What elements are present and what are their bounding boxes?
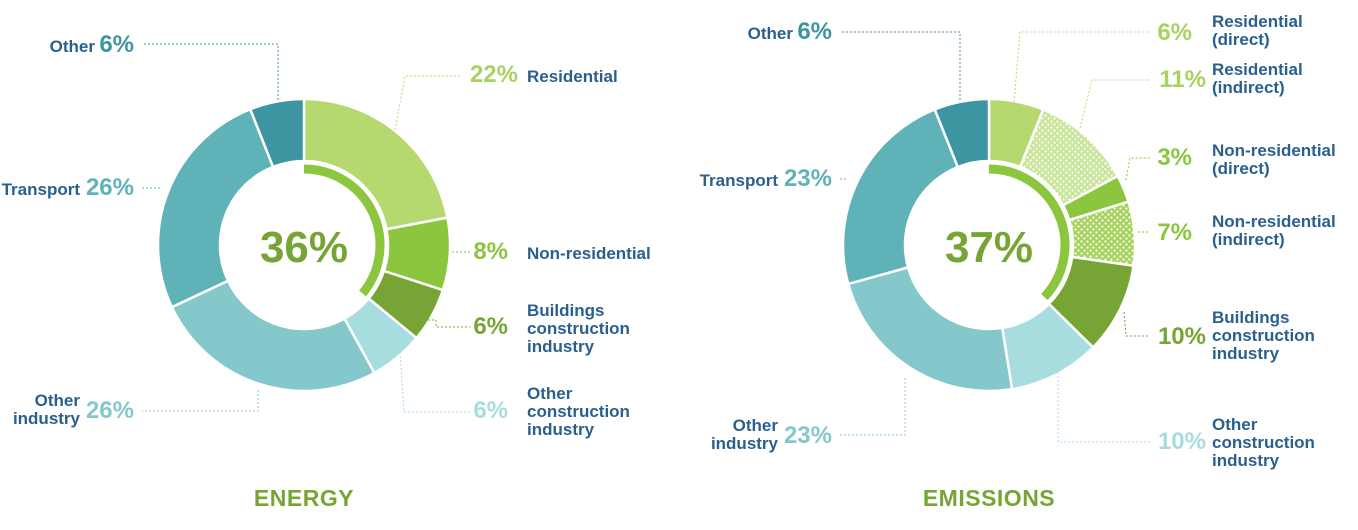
emissions-slices [841, 97, 1137, 393]
emissions-label-non-residential-direct: Non-residential (direct) [1212, 141, 1336, 178]
emissions-label-other: Other [748, 24, 794, 43]
emissions-leader-residential-direct [1013, 31, 1150, 103]
energy-pct-other-construction: 6% [473, 397, 508, 424]
energy-slice-other-industry [170, 279, 377, 393]
emissions-label-other-industry: Other industry [711, 416, 779, 453]
emissions-slice-transport [841, 107, 960, 286]
emissions-labels: 6% Residential (direct)11% Residential (indi… [700, 12, 1336, 470]
emissions-title: EMISSIONS [923, 485, 1055, 511]
emissions-label-other-construction: Other construction industry [1212, 415, 1315, 470]
emissions-label-residential-indirect: Residential (indirect) [1212, 60, 1303, 97]
emissions-pct-transport: 23% [784, 165, 832, 192]
energy-leader-lines [142, 43, 472, 413]
energy-pct-buildings-construction: 6% [473, 313, 508, 340]
energy-leader-other-construction [399, 351, 470, 413]
emissions-leader-other [840, 31, 961, 100]
energy-pct-other: 6% [99, 31, 134, 58]
emissions-leader-non-residential-direct [1125, 157, 1150, 181]
energy-slice-residential [302, 97, 449, 231]
energy-label-buildings-construction: Buildings construction industry [527, 301, 630, 356]
energy-label-non-residential: Non-residential [527, 244, 651, 263]
energy-pct-transport: 26% [86, 174, 134, 201]
emissions-pct-other: 6% [797, 18, 832, 45]
emissions-slice-other [933, 97, 991, 169]
emissions-label-transport: Transport [700, 171, 779, 190]
emissions-leader-other-industry [840, 378, 906, 436]
energy-pct-other-industry: 26% [86, 397, 134, 424]
emissions-donut-chart: 6% Residential (direct)11% Residential (indi… [700, 12, 1336, 511]
energy-label-residential: Residential [527, 67, 618, 86]
emissions-label-non-residential-indirect: Non-residential (indirect) [1212, 212, 1336, 249]
energy-slices [156, 97, 452, 393]
emissions-buildings-share-arc [988, 164, 1070, 301]
energy-pct-residential: 22% [470, 61, 518, 88]
emissions-slice-other-industry [846, 265, 1014, 393]
emissions-pct-other-industry: 23% [784, 422, 832, 449]
energy-leader-residential [394, 75, 462, 131]
emissions-leader-buildings-construction [1123, 311, 1150, 337]
energy-leader-other-industry [142, 390, 259, 412]
energy-slice-transport [156, 107, 275, 309]
energy-label-other: Other [50, 37, 96, 56]
energy-labels: 22% Residential 8% Non-residential 6% Buildin… [2, 31, 651, 439]
emissions-label-residential-direct: Residential (direct) [1212, 12, 1303, 49]
energy-center-value: 36% [260, 223, 348, 272]
emissions-center-value: 37% [945, 223, 1033, 272]
emissions-pct-residential-direct: 6% [1157, 19, 1192, 46]
emissions-pct-residential-indirect: 11% [1159, 66, 1206, 93]
energy-pct-non-residential: 8% [473, 238, 508, 265]
emissions-leader-other-construction [1057, 372, 1150, 443]
emissions-pct-non-residential-indirect: 7% [1157, 219, 1192, 246]
energy-leader-buildings-construction [424, 319, 470, 328]
energy-label-other-industry: Other industry [13, 391, 81, 428]
emissions-pct-non-residential-direct: 3% [1157, 144, 1192, 171]
energy-donut-chart: 22% Residential 8% Non-residential 6% Buildin… [2, 31, 651, 511]
energy-slice-other [248, 97, 306, 169]
emissions-pct-buildings-construction: 10% [1158, 323, 1206, 350]
emissions-label-buildings-construction: Buildings construction industry [1212, 308, 1315, 363]
energy-label-other-construction: Other construction industry [527, 384, 630, 439]
energy-title: ENERGY [254, 485, 354, 511]
emissions-leader-residential-indirect [1079, 79, 1150, 129]
energy-label-transport: Transport [2, 180, 81, 199]
emissions-leader-lines [840, 31, 1150, 443]
energy-buildings-share-arc [303, 164, 385, 297]
energy-leader-other [142, 43, 279, 100]
emissions-pct-other-construction: 10% [1158, 428, 1206, 455]
